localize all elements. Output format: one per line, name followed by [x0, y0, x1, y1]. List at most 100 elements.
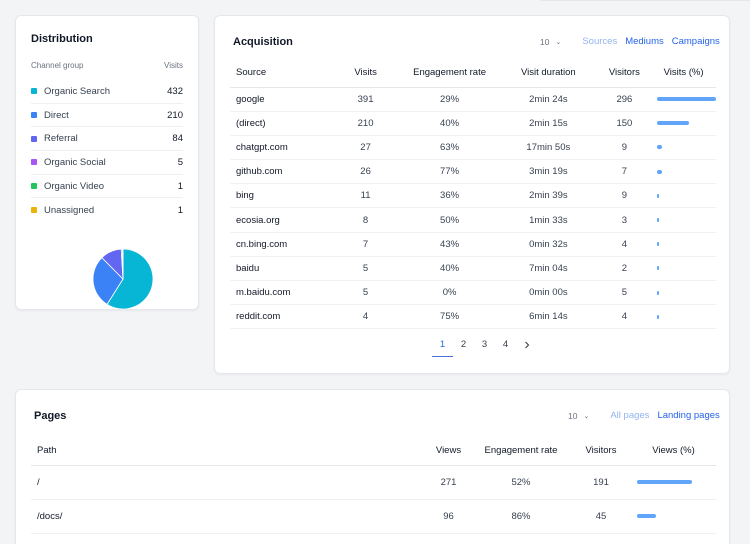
channel-label: Organic Social — [44, 156, 106, 168]
table-row[interactable]: google 391 29% 2min 24s 296 — [230, 87, 716, 112]
col-source[interactable]: Source — [230, 59, 332, 88]
page-4-button[interactable]: 4 — [502, 339, 509, 350]
acquisition-table: Source Visits Engagement rate Visit dura… — [230, 59, 716, 330]
visit-duration-cell: 0min 32s — [499, 232, 598, 257]
col-engagement-rate[interactable]: Engagement rate — [400, 59, 500, 88]
channel-value: 1 — [177, 204, 183, 216]
acquisition-card: Acquisition 10 ⌄ Sources Mediums Campaign… — [214, 15, 730, 374]
acquisition-header-row: Source Visits Engagement rate Visit dura… — [230, 59, 716, 88]
path-cell: /docs/ — [31, 499, 426, 534]
engagement-rate-cell: 77% — [400, 159, 500, 185]
path-cell: / — [31, 465, 426, 500]
table-row[interactable]: bing 11 36% 2min 39s 9 — [230, 183, 716, 209]
engagement-rate-cell: 52% — [471, 465, 571, 500]
page-2-button[interactable]: 2 — [460, 339, 467, 350]
channel-row-organic-video[interactable]: Organic Video 1 — [31, 175, 183, 199]
col-visit-duration[interactable]: Visit duration — [499, 59, 598, 88]
pages-rows: /271 52% 191/docs/96 86% 45 — [31, 465, 716, 534]
distribution-list: Organic Search 432 Direct 210 Referral 8… — [31, 80, 183, 222]
visitors-cell: 4 — [597, 232, 652, 257]
channel-label: Organic Search — [44, 85, 111, 97]
distribution-title: Distribution — [31, 33, 93, 45]
unassigned-swatch — [31, 207, 37, 214]
channel-value: 5 — [177, 156, 183, 168]
col-visits-pct[interactable]: Visits (%) — [651, 59, 716, 88]
visitors-cell: 191 — [571, 465, 631, 500]
referral-swatch — [31, 135, 37, 142]
rows-per-page-select[interactable]: 10 ⌄ — [568, 411, 589, 421]
channel-row-direct[interactable]: Direct 210 — [31, 104, 183, 128]
distribution-card: Distribution Channel group Visits Organi… — [15, 15, 199, 310]
top-edge-divider — [540, 0, 750, 1]
col-engagement-rate[interactable]: Engagement rate — [471, 437, 571, 466]
visits-pct-bar — [657, 218, 659, 223]
visits-cell: 11 — [331, 183, 401, 209]
visits-cell: 210 — [331, 111, 401, 136]
pagination: 1 2 3 4 — [432, 338, 537, 357]
visits-cell: 26 — [331, 159, 401, 185]
channel-row-referral[interactable]: Referral 84 — [31, 127, 183, 152]
page-3-button[interactable]: 3 — [481, 339, 488, 350]
views-cell: 271 — [426, 465, 471, 500]
table-row[interactable]: chatgpt.com 27 63% 17min 50s 9 — [230, 135, 716, 161]
visits-pct-cell — [651, 135, 716, 161]
visits-cell: 27 — [331, 135, 401, 161]
source-cell: cn.bing.com — [230, 232, 332, 257]
engagement-rate-cell: 40% — [400, 111, 500, 136]
engagement-rate-cell: 43% — [400, 232, 500, 257]
rows-per-page-select[interactable]: 10 ⌄ — [540, 37, 561, 47]
table-row[interactable]: m.baidu.com 5 0% 0min 00s 5 — [230, 280, 716, 306]
direct-swatch — [31, 112, 37, 119]
pages-card: Pages 10 ⌄ All pages Landing pages Path V… — [15, 389, 730, 544]
tab-mediums[interactable]: Mediums — [625, 36, 664, 47]
tab-landing-pages[interactable]: Landing pages — [657, 410, 720, 421]
page-1-button[interactable]: 1 — [432, 338, 453, 357]
col-visitors[interactable]: Visitors — [597, 59, 652, 88]
visitors-cell: 3 — [597, 207, 652, 233]
table-row[interactable]: /271 52% 191 — [31, 465, 716, 500]
visits-pct-bar — [657, 169, 662, 174]
views-cell: 96 — [426, 499, 471, 534]
channel-row-organic-search[interactable]: Organic Search 432 — [31, 80, 183, 104]
channel-row-organic-social[interactable]: Organic Social 5 — [31, 151, 183, 175]
table-row[interactable]: github.com 26 77% 3min 19s 7 — [230, 159, 716, 185]
pie-slice-organic-search[interactable] — [106, 248, 154, 310]
table-row[interactable]: /docs/96 86% 45 — [31, 499, 716, 534]
table-row[interactable]: (direct) 210 40% 2min 15s 150 — [230, 111, 716, 136]
visits-cell: 391 — [331, 87, 401, 112]
acquisition-rows: google 391 29% 2min 24s 296 (direct) 210 40% 2mi… — [230, 87, 716, 330]
visitors-cell: 5 — [597, 280, 652, 306]
col-views[interactable]: Views — [426, 437, 471, 466]
channel-value: 84 — [172, 133, 183, 145]
channel-group-header: Channel group — [31, 61, 84, 70]
visits-cell: 7 — [331, 232, 401, 257]
source-cell: chatgpt.com — [230, 135, 332, 161]
tab-campaigns[interactable]: Campaigns — [671, 36, 720, 47]
source-cell: reddit.com — [230, 304, 332, 330]
engagement-rate-cell: 0% — [400, 280, 500, 306]
pie-slice-direct[interactable] — [92, 257, 124, 305]
source-cell: ecosia.org — [230, 207, 332, 233]
col-views-pct[interactable]: Views (%) — [631, 437, 716, 466]
col-visitors[interactable]: Visitors — [571, 437, 631, 466]
visitors-cell: 9 — [597, 183, 652, 209]
col-visits[interactable]: Visits — [331, 59, 401, 88]
col-path[interactable]: Path — [31, 437, 426, 466]
engagement-rate-cell: 40% — [400, 256, 500, 282]
visits-pct-bar — [657, 121, 690, 126]
next-page-button[interactable] — [516, 338, 537, 357]
table-row[interactable]: baidu 5 40% 7min 04s 2 — [230, 256, 716, 282]
channel-row-unassigned[interactable]: Unassigned 1 — [31, 198, 183, 222]
visit-duration-cell: 2min 24s — [499, 87, 598, 112]
table-row[interactable]: ecosia.org 8 50% 1min 33s 3 — [230, 207, 716, 233]
tab-sources[interactable]: Sources — [582, 36, 618, 47]
table-row[interactable]: cn.bing.com 7 43% 0min 32s 4 — [230, 232, 716, 257]
visitors-cell: 7 — [597, 159, 652, 185]
visits-pct-bar — [657, 97, 716, 102]
table-row[interactable]: reddit.com 4 75% 6min 14s 4 — [230, 304, 716, 330]
pages-table: Path Views Engagement rate Visitors View… — [31, 437, 716, 534]
acquisition-title: Acquisition — [233, 36, 293, 48]
tab-all-pages[interactable]: All pages — [610, 410, 650, 421]
views-pct-bar — [637, 514, 657, 518]
channel-value: 432 — [167, 85, 183, 97]
